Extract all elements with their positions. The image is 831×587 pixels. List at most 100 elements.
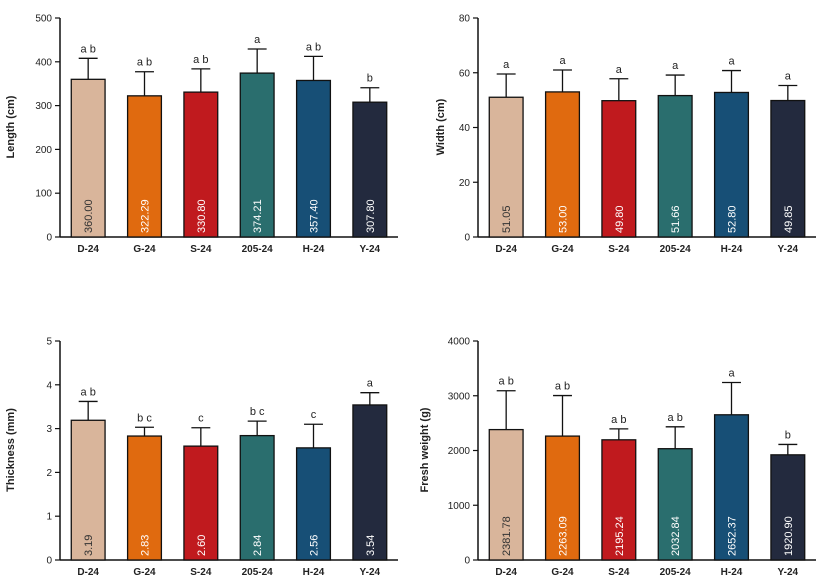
bar-value-label: 2032.84 (670, 516, 682, 556)
x-tick-label: G-24 (133, 567, 156, 578)
bar-y-24 (352, 404, 388, 561)
x-tick-label: Y-24 (778, 567, 799, 578)
x-tick-label: H-24 (303, 567, 325, 578)
x-tick-label: 205-24 (660, 567, 692, 578)
panel-fresh-weight: 0 1000 2000 3000 4000 Fresh weight (g) a b 2381… (419, 337, 816, 578)
y-tick-label: 0 (46, 556, 52, 567)
bar-value-label: 51.05 (501, 205, 513, 233)
significance-label: a (616, 64, 623, 76)
panel-length: 0 100 200 300 400 500 Length (cm) a b 360.00 D-24… (5, 14, 398, 255)
x-tick-label: 205-24 (242, 244, 274, 255)
y-tick-label: 80 (459, 14, 471, 25)
x-tick-label: S-24 (190, 244, 212, 255)
bar-s-24 (183, 91, 219, 238)
bar-value-label: 374.21 (252, 199, 264, 233)
bar-value-label: 3.19 (83, 535, 95, 556)
significance-label: c (198, 413, 204, 425)
panel-thickness: 0 1 2 3 4 5 Thickness (mm) a b 3.19 D-24 b c 2.83 G-… (5, 337, 398, 578)
x-tick-label: D-24 (495, 567, 517, 578)
y-tick-label: 1000 (448, 501, 471, 512)
x-tick-label: Y-24 (778, 244, 799, 255)
significance-label: a b (81, 43, 96, 55)
bar-value-label: 51.66 (670, 205, 682, 233)
y-tick-label: 2 (46, 468, 52, 479)
bar-g-24 (544, 91, 581, 238)
y-tick-label: 100 (35, 189, 52, 200)
y-tick-label: 5 (46, 337, 52, 348)
y-tick-label: 60 (459, 68, 471, 79)
bar-h-24 (713, 414, 750, 561)
bar-value-label: 322.29 (140, 199, 152, 233)
x-tick-label: G-24 (551, 567, 574, 578)
x-tick-label: Y-24 (360, 567, 381, 578)
bar-value-label: 2195.24 (614, 516, 626, 556)
bar-value-label: 49.85 (783, 205, 795, 233)
y-axis-title: Length (cm) (5, 95, 17, 158)
bar-205-24 (657, 94, 693, 238)
x-tick-label: 205-24 (242, 567, 274, 578)
bar-d-24 (70, 419, 106, 561)
bar-value-label: 2652.37 (727, 516, 739, 556)
significance-label: a b (668, 412, 683, 424)
significance-label: a (785, 70, 792, 82)
significance-label: b (367, 73, 373, 85)
x-tick-label: Y-24 (360, 244, 381, 255)
y-tick-label: 3 (46, 424, 52, 435)
x-tick-label: S-24 (608, 567, 630, 578)
x-tick-label: G-24 (551, 244, 574, 255)
y-tick-label: 3000 (448, 391, 471, 402)
y-tick-label: 40 (459, 123, 471, 134)
y-axis-title: Fresh weight (g) (419, 407, 431, 492)
significance-label: a b (611, 414, 626, 426)
significance-label: a (672, 60, 679, 72)
bar-y-24 (770, 454, 806, 561)
significance-label: a b (499, 376, 514, 388)
x-tick-label: G-24 (133, 244, 156, 255)
bar-value-label: 2.56 (309, 535, 321, 556)
bar-y-24 (770, 99, 806, 238)
bar-g-24 (544, 435, 581, 561)
bar-value-label: 2.60 (196, 535, 208, 556)
bar-value-label: 2.83 (140, 535, 152, 556)
significance-label: a (254, 34, 261, 46)
x-tick-label: S-24 (608, 244, 630, 255)
y-tick-label: 500 (35, 14, 52, 25)
y-tick-label: 1 (46, 512, 52, 523)
significance-label: b c (250, 406, 265, 418)
bar-d-24 (488, 428, 524, 561)
y-tick-label: 4000 (448, 337, 471, 348)
bar-205-24 (239, 72, 275, 238)
x-tick-label: S-24 (190, 567, 212, 578)
bar-h-24 (295, 447, 332, 561)
significance-label: a b (306, 41, 321, 53)
bar-value-label: 1920.90 (783, 516, 795, 556)
bar-value-label: 330.80 (196, 199, 208, 233)
bar-205-24 (239, 434, 275, 561)
y-tick-label: 20 (459, 178, 471, 189)
bar-d-24 (488, 96, 524, 238)
bar-s-24 (601, 100, 637, 238)
significance-label: a b (81, 386, 96, 398)
x-tick-label: H-24 (721, 567, 743, 578)
bar-y-24 (352, 101, 388, 238)
bar-h-24 (295, 79, 332, 238)
bar-s-24 (601, 439, 637, 561)
significance-label: b (785, 429, 791, 441)
y-tick-label: 300 (35, 101, 52, 112)
significance-label: a b (193, 54, 208, 66)
y-tick-label: 0 (464, 233, 470, 244)
x-tick-label: H-24 (721, 244, 743, 255)
y-axis-title: Thickness (mm) (5, 408, 17, 492)
bar-value-label: 49.80 (614, 205, 626, 233)
significance-label: a (367, 378, 374, 390)
bar-value-label: 357.40 (309, 199, 321, 233)
bar-g-24 (126, 95, 163, 238)
bar-value-label: 2.84 (252, 535, 264, 556)
bar-h-24 (713, 91, 750, 238)
x-tick-label: D-24 (77, 244, 99, 255)
bar-value-label: 307.80 (365, 199, 377, 233)
bar-value-label: 53.00 (558, 205, 570, 233)
y-tick-label: 0 (46, 233, 52, 244)
significance-label: a b (137, 57, 152, 69)
